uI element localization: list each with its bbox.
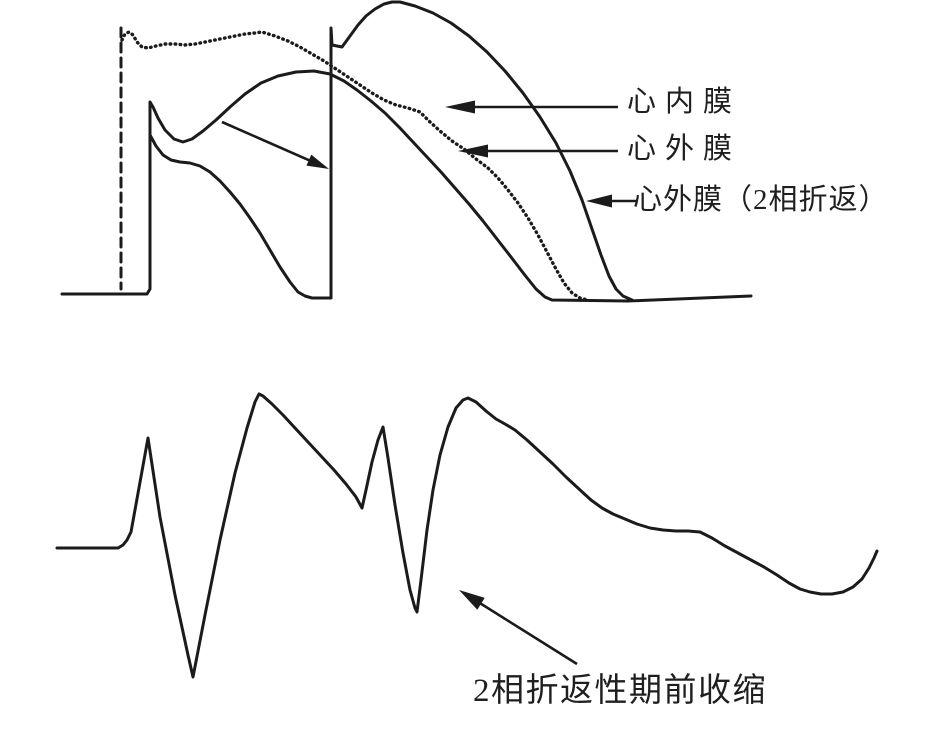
epicardium-phase2-reentry-ap: [148, 0, 634, 302]
dome-propagation-arrow: [221, 120, 329, 169]
ecg-trace: [55, 392, 879, 679]
epicardium-arrow: [458, 144, 618, 158]
label-phase2-reentry-pvc: 2相折返性期前收缩: [473, 673, 767, 709]
label-epicardium-phase2: 心外膜（2相折返）: [633, 184, 889, 216]
epicardium-phase2-arrow: [586, 194, 637, 208]
endocardium-dotted-ap: [120, 30, 590, 302]
label-endocardium: 心内膜: [627, 86, 742, 118]
label-epicardium: 心外膜: [627, 133, 742, 165]
pvc-arrow: [459, 590, 578, 666]
endocardium-arrow: [445, 100, 618, 114]
epicardium-solid-ap: [60, 69, 753, 303]
